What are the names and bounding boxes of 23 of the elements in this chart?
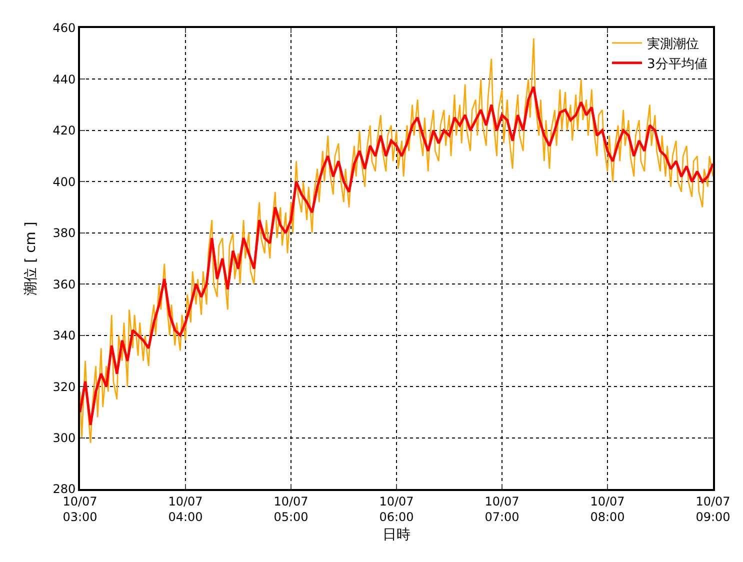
x-tick-label: 10/07 03:00 [62, 494, 98, 524]
line-series [80, 86, 713, 426]
y-tick-label: 360 [52, 277, 76, 292]
y-tick-label: 460 [52, 21, 76, 36]
y-tick-label: 440 [52, 72, 76, 86]
x-axis-title: 日時 [382, 526, 410, 543]
x-tick-label: 10/07 06:00 [379, 494, 414, 524]
y-tick-label: 420 [52, 124, 76, 138]
x-tick-label: 10/07 05:00 [274, 494, 308, 524]
y-axis-title: 潮位 [ cm ] [22, 222, 39, 296]
y-tick-label: 340 [52, 328, 76, 343]
y-tick-label: 320 [52, 380, 76, 394]
line-series [80, 38, 713, 444]
x-tick-label: 10/07 07:00 [484, 494, 520, 524]
legend-label: 実測潮位 [647, 36, 699, 52]
y-tick-label: 380 [52, 226, 76, 240]
x-tick-label: 10/07 08:00 [590, 494, 625, 524]
x-tick-label: 10/07 04:00 [168, 494, 203, 524]
x-tick-label: 10/07 09:00 [696, 494, 730, 524]
y-tick-label: 400 [52, 174, 76, 189]
legend-label: 3分平均値 [647, 56, 708, 72]
y-tick-label: 280 [52, 482, 76, 496]
y-tick-label: 300 [52, 430, 76, 445]
